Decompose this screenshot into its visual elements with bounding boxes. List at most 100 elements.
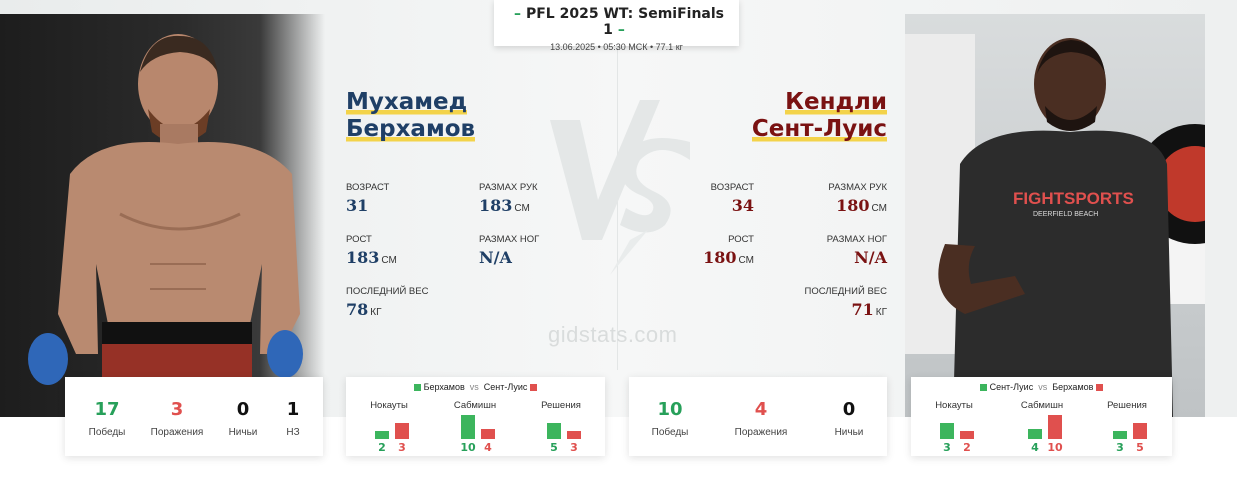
fighter1-name[interactable]: Мухамед Берхамов	[346, 89, 476, 143]
fighter1-photo	[0, 14, 325, 417]
legend-name-b: Сент-Луис	[483, 382, 528, 392]
fighter2-name[interactable]: Кендли Сент-Луис	[751, 89, 887, 143]
win-method-label: Решения	[541, 400, 581, 411]
stat-label: ПОСЛЕДНИЙ ВЕС	[804, 286, 887, 297]
unit: КГ	[875, 307, 887, 318]
bar-fighter-a	[375, 431, 389, 439]
bar-fighter-b	[960, 431, 974, 439]
fighter1-height: РОСТ 183 СМ	[346, 234, 397, 267]
stat-value: 180 СМ	[828, 196, 887, 215]
bar-value-a: 10	[460, 441, 476, 454]
stat-label: РАЗМАХ РУК	[828, 182, 887, 193]
event-name: PFL 2025 WT: SemiFinals 1	[525, 6, 725, 38]
watermark-text: gidstats.com	[548, 322, 678, 347]
height-value: 180	[703, 248, 737, 267]
record-draws: 0 Ничьи	[217, 377, 269, 456]
event-title: – PFL 2025 WT: SemiFinals 1–	[494, 6, 739, 38]
bar-value-b: 3	[398, 441, 406, 454]
legend-swatch-b	[1096, 384, 1104, 391]
record-draws: 0 Ничьи	[823, 377, 875, 456]
bar-fighter-b	[567, 431, 581, 439]
stat-label: РАЗМАХ РУК	[479, 182, 538, 193]
fighter2-reach: РАЗМАХ РУК 180 СМ	[828, 182, 887, 215]
leg-value: N/A	[854, 248, 887, 267]
reach-value: 183	[479, 196, 513, 215]
win-method-label: Решения	[1107, 400, 1147, 411]
fighter2-age: ВОЗРАСТ 34	[711, 182, 754, 215]
stat-value: 34	[711, 196, 754, 215]
stat-value: 183 СМ	[346, 248, 397, 267]
win-method-column: Нокауты 3 2	[919, 400, 989, 456]
bar-value-a: 4	[1031, 441, 1039, 454]
event-meta: 13.06.2025 • 05:30 МСК • 77.1 кг	[550, 42, 683, 52]
win-method-label: Сабмишн	[1020, 400, 1064, 411]
unit: СМ	[738, 255, 754, 266]
win-method-column: Сабмишн 10 4	[440, 400, 510, 456]
bar-value-b: 4	[484, 441, 492, 454]
record-wins: 17 Победы	[77, 377, 137, 456]
win-method-column: Нокауты 2 3	[354, 400, 424, 456]
stat-value: 71 КГ	[805, 300, 887, 319]
win-method-column: Решения 3 5	[1092, 400, 1162, 456]
fighter2-silhouette-icon: FIGHTSPORTS DEERFIELD BEACH	[905, 34, 1205, 417]
legend-name-b: Берхамов	[1052, 382, 1094, 392]
bar-value-b: 5	[1136, 441, 1144, 454]
record-label: Ничьи	[228, 427, 258, 438]
bar-fighter-a	[1028, 429, 1042, 439]
stat-value: 78 КГ	[346, 300, 428, 319]
bar-value-a: 3	[943, 441, 951, 454]
unit: СМ	[871, 203, 887, 214]
fighter2-photo: FIGHTSPORTS DEERFIELD BEACH	[905, 14, 1205, 417]
stat-value: N/A	[479, 248, 539, 267]
stat-value: 183 СМ	[479, 196, 538, 215]
fighter2-leg-reach: РАЗМАХ НОГ N/A	[827, 234, 887, 267]
legend-swatch-b	[530, 384, 538, 391]
record-value: 0	[842, 399, 856, 420]
bar-value-b: 3	[570, 441, 578, 454]
weight-value: 71	[851, 300, 874, 319]
center-divider	[617, 40, 618, 370]
bar-fighter-b	[1048, 415, 1062, 439]
record-no-contest: 1 НЗ	[273, 377, 313, 456]
record-label: НЗ	[286, 427, 300, 438]
bar-fighter-b	[395, 423, 409, 439]
record-losses: 4 Поражения	[727, 377, 795, 456]
stat-value: N/A	[827, 248, 887, 267]
fighter1-win-methods-card: Берхамов vs Сент-Луис Нокауты 2 3 Сабмишн 10 4 Р…	[346, 377, 605, 456]
fighter1-first-name: Мухамед	[346, 89, 468, 116]
fighter1-age: ВОЗРАСТ 31	[346, 182, 389, 215]
record-value: 10	[657, 399, 683, 420]
stat-label: РОСТ	[728, 234, 754, 245]
win-method-label: Нокауты	[935, 400, 973, 411]
fighter1-leg-reach: РАЗМАХ НОГ N/A	[479, 234, 539, 267]
fighter2-win-methods-card: Сент-Луис vs Берхамов Нокауты 3 2 Сабмишн 4 10 Р…	[911, 377, 1172, 456]
bar-fighter-a	[461, 415, 475, 439]
unit: СМ	[514, 203, 530, 214]
record-wins: 10 Победы	[639, 377, 701, 456]
stat-label: РАЗМАХ НОГ	[479, 234, 540, 245]
bar-value-a: 2	[378, 441, 386, 454]
record-label: Поражения	[734, 427, 788, 438]
stat-label: РОСТ	[346, 234, 372, 245]
unit: СМ	[381, 255, 397, 266]
stat-label: ВОЗРАСТ	[346, 182, 390, 193]
record-value: 1	[286, 399, 300, 420]
event-info-card[interactable]: – PFL 2025 WT: SemiFinals 1– 13.06.2025 •…	[494, 0, 739, 52]
reach-value: 180	[836, 196, 870, 215]
record-value: 17	[94, 399, 120, 420]
win-method-column: Сабмишн 4 10	[1007, 400, 1077, 456]
win-method-label: Нокауты	[370, 400, 408, 411]
fighter1-silhouette-icon	[28, 34, 303, 417]
legend-swatch-a	[413, 384, 421, 391]
legend-name-a: Сент-Луис	[989, 382, 1034, 392]
age-value: 34	[731, 196, 754, 215]
fighter1-reach: РАЗМАХ РУК 183 СМ	[479, 182, 538, 215]
record-value: 3	[170, 399, 184, 420]
record-label: Победы	[651, 427, 689, 438]
fighter2-first-name: Кендли	[785, 89, 887, 116]
fighter2-last-weight: ПОСЛЕДНИЙ ВЕС 71 КГ	[805, 286, 887, 319]
unit: КГ	[370, 307, 382, 318]
bar-value-b: 10	[1047, 441, 1063, 454]
bar-fighter-a	[547, 423, 561, 439]
title-dash-left: –	[513, 6, 521, 22]
